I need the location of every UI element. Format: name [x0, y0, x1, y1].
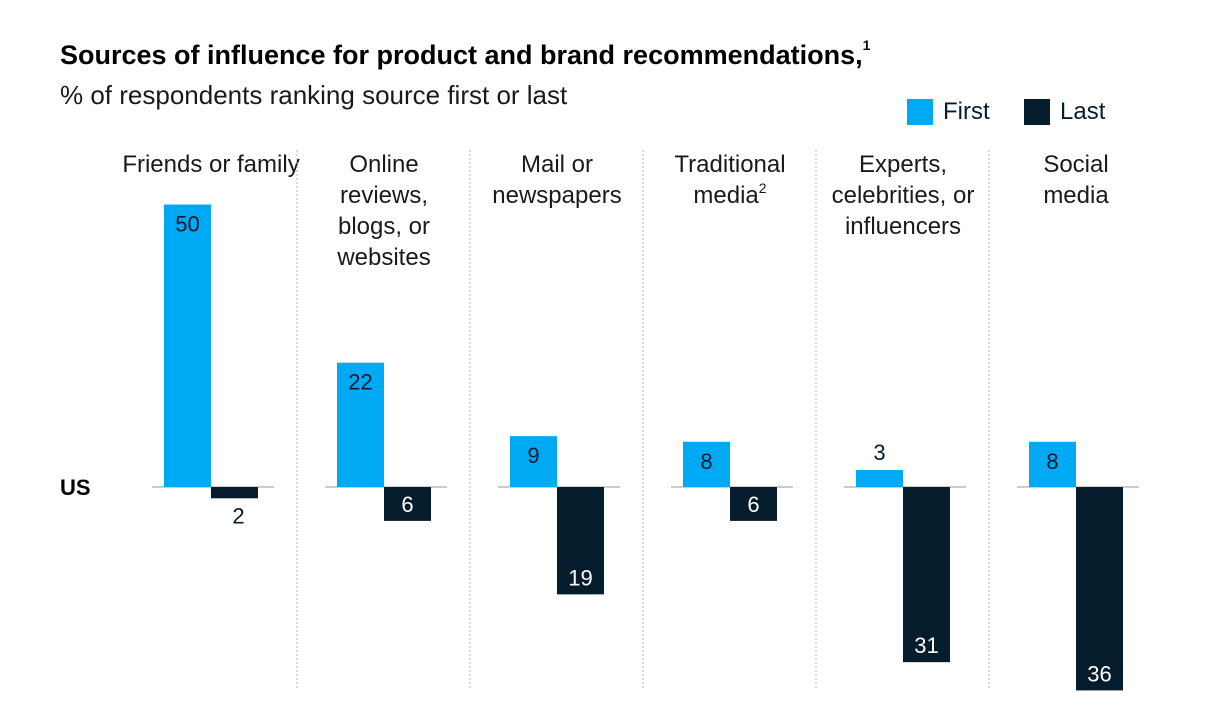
bar-first: [164, 204, 211, 487]
title-footnote: 1: [862, 37, 871, 53]
region-label: US: [60, 475, 91, 500]
value-label-first: 8: [700, 449, 712, 474]
bar-last: [557, 487, 604, 595]
legend-label-last: Last: [1060, 98, 1106, 125]
category-label: celebrities, or: [832, 182, 975, 209]
legend-swatch-first: [907, 99, 933, 125]
legend-label-first: First: [943, 98, 990, 125]
category-label: Friends or family: [122, 151, 299, 178]
value-label-last: 19: [568, 565, 592, 590]
value-label-last: 6: [747, 492, 759, 517]
value-label-first: 22: [348, 370, 372, 395]
chart-title: Sources of influence for product and bra…: [60, 37, 871, 70]
value-label-first: 8: [1046, 449, 1058, 474]
value-label-first: 3: [873, 440, 885, 465]
value-label-last: 31: [914, 633, 938, 658]
category-label: media2: [693, 180, 766, 209]
category-label: blogs, or: [338, 213, 430, 240]
category-footnote: 2: [759, 180, 767, 196]
category-label: newspapers: [492, 182, 621, 209]
bar-last: [903, 487, 950, 663]
bar-last: [384, 487, 431, 521]
value-label-first: 9: [527, 443, 539, 468]
category-label: Social: [1043, 151, 1108, 178]
bar-first: [510, 436, 557, 487]
value-label-last: 6: [401, 492, 413, 517]
bar-last: [211, 487, 258, 499]
bar-first: [337, 362, 384, 487]
value-label-last: 2: [232, 503, 244, 528]
legend-item-first: First: [907, 97, 990, 127]
bar-last: [730, 487, 777, 521]
category-label: influencers: [845, 213, 961, 240]
category-label: Mail or: [521, 151, 593, 178]
legend-swatch-last: [1024, 99, 1050, 125]
category-label: media: [1043, 182, 1109, 209]
bar-first: [856, 470, 903, 487]
legend-item-last: Last: [1024, 97, 1105, 127]
category-label: Experts,: [859, 151, 947, 178]
category-label: Online: [349, 151, 418, 178]
bar-last: [1076, 487, 1123, 691]
category-label: websites: [336, 244, 430, 271]
value-label-first: 50: [175, 212, 199, 237]
category-label: Traditional: [674, 151, 785, 178]
bar-first: [1029, 441, 1076, 487]
category-label: reviews,: [340, 182, 428, 209]
chart-subtitle: % of respondents ranking source first or…: [60, 80, 568, 110]
bar-first: [683, 441, 730, 487]
value-label-last: 36: [1087, 661, 1111, 686]
